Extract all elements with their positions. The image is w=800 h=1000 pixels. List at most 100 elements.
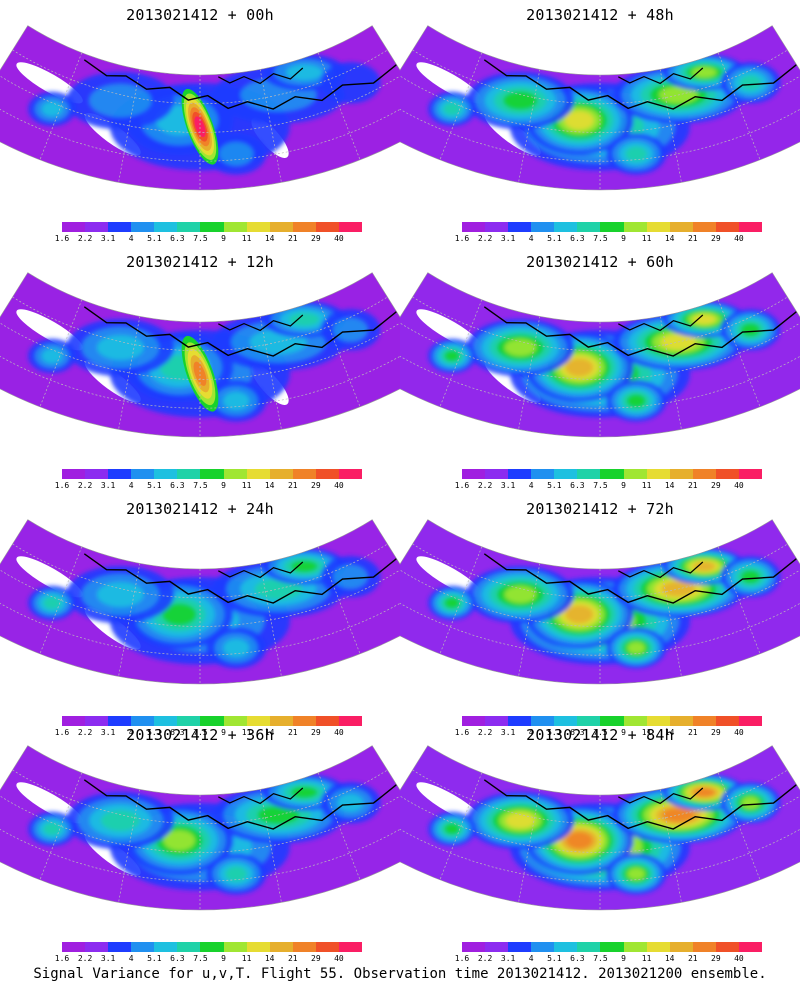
colorbar-tick-label: 40	[334, 481, 344, 490]
map-border	[400, 25, 800, 191]
variance-contour	[43, 822, 61, 836]
map-panel-72h: 2013021412 + 72h 1.6 2.2 3.1 4 5.1 6.3 7.5 9 11 1…	[400, 494, 800, 741]
colorbar-swatch	[508, 469, 532, 479]
colorbar-swatch	[623, 716, 647, 726]
colorbar-tick-label: 14	[264, 954, 275, 963]
meridian-line	[717, 299, 761, 407]
colorbar-tick-label: 5.1	[147, 481, 162, 490]
arctic-islands-coastline	[618, 787, 704, 805]
variance-contour	[162, 603, 197, 626]
colorbar-tick-label: 29	[311, 728, 321, 737]
colorbar-tick-label: 29	[711, 954, 721, 963]
map-border	[400, 519, 800, 685]
variance-contour	[503, 91, 538, 110]
colorbar-tick-label: 1.6	[454, 728, 470, 737]
colorbar-swatch	[531, 942, 555, 952]
variance-contour	[337, 793, 364, 812]
colorbar-tick-label: 9	[221, 728, 226, 737]
colorbar-tick-label: 7.5	[593, 954, 608, 963]
colorbar-swatch	[715, 716, 739, 726]
colorbar-swatch	[246, 942, 270, 952]
colorbar-tick-label: 11	[241, 728, 252, 737]
variance-contour	[691, 66, 717, 78]
parallel-line	[12, 49, 388, 105]
colorbar-swatch	[315, 469, 339, 479]
colorbar-tick-label: 5.1	[147, 234, 162, 243]
colorbar-swatch	[738, 942, 763, 952]
meridian-line	[439, 299, 483, 407]
colorbar-tick-label: 21	[687, 954, 698, 963]
map-border	[400, 272, 800, 438]
colorbar-swatch	[62, 469, 86, 479]
parallel-line	[12, 543, 388, 599]
colorbar-tick-label: 4	[128, 481, 134, 490]
variance-map	[0, 745, 400, 911]
meridian-line	[518, 69, 541, 183]
colorbar-swatch	[715, 942, 739, 952]
colorbar-tick-label: 4	[128, 728, 134, 737]
colorbar-labels: 1.6 2.2 3.1 4 5.1 6.3 7.5 9 11 14 21 29 40	[455, 954, 762, 964]
colorbar-swatch	[223, 469, 247, 479]
colorbar-swatch	[554, 942, 578, 952]
variance-contour	[692, 314, 716, 325]
colorbar-tick-label: 7.5	[193, 234, 208, 243]
colorbar-tick-label: 4	[528, 954, 534, 963]
parallel-line	[400, 345, 800, 409]
colorbar-tick-label: 40	[334, 728, 344, 737]
panel-title: 2013021412 + 48h	[526, 6, 674, 24]
colorbar-tick-label: 5.1	[547, 728, 562, 737]
meridian-line	[717, 52, 761, 160]
colorbar-swatch	[554, 716, 578, 726]
colorbar-swatch	[577, 469, 601, 479]
colorbar-tick-label: 14	[264, 481, 275, 490]
variance-contour	[565, 358, 594, 377]
colorbar-swatch	[738, 222, 763, 232]
colorbar-tick-label: 4	[528, 728, 534, 737]
arctic-islands-coastline	[618, 561, 704, 579]
parallel-line	[0, 345, 400, 409]
variance-map	[0, 25, 400, 191]
colorbar-tick-label: 21	[687, 234, 698, 243]
colorbar-tick-label: 1.6	[454, 481, 470, 490]
colorbar-swatch	[485, 716, 509, 726]
colorbar-swatch	[223, 716, 247, 726]
colorbar-swatch	[131, 942, 155, 952]
variance-contour	[739, 75, 762, 91]
panel-title: 2013021412 + 24h	[126, 500, 274, 518]
colorbar-swatch	[177, 222, 201, 232]
variance-contour	[740, 323, 761, 337]
variance-contour	[163, 830, 196, 851]
colorbar-tick-label: 3.1	[500, 728, 516, 737]
colorbar-swatch	[531, 716, 555, 726]
variance-contour	[693, 561, 716, 572]
parallel-line	[0, 98, 400, 162]
variance-contour	[627, 641, 645, 654]
coastline	[83, 553, 398, 604]
colorbar-swatch	[462, 942, 486, 952]
variance-contour	[741, 796, 760, 809]
colorbar-tick-label: 40	[334, 234, 344, 243]
meridian-line	[317, 546, 361, 654]
variance-contour	[505, 812, 536, 829]
variance-map	[0, 272, 400, 438]
no-data-region	[16, 309, 83, 351]
colorbar-tick-label: 6.3	[570, 234, 585, 243]
colorbar-labels: 1.6 2.2 3.1 4 5.1 6.3 7.5 9 11 14 21 29 40	[55, 234, 362, 244]
colorbar-tick-label: 6.3	[570, 728, 585, 737]
colorbar-labels: 1.6 2.2 3.1 4 5.1 6.3 7.5 9 11 14 21 29 40	[455, 234, 762, 244]
colorbar-swatch	[508, 716, 532, 726]
variance-map	[400, 519, 800, 685]
colorbar-tick-label: 2.2	[477, 954, 493, 963]
panel-title: 2013021412 + 12h	[126, 253, 274, 271]
map-panel-12h: 2013021412 + 12h 1.6 2.2 3.1 4 5.1 6.3 7.5 9 11 1…	[0, 247, 400, 494]
meridian-line	[317, 772, 361, 880]
colorbar	[462, 222, 763, 232]
parallel-line	[412, 769, 788, 825]
map-panel-60h: 2013021412 + 60h 1.6 2.2 3.1 4 5.1 6.3 7.5 9 11 1…	[400, 247, 800, 494]
colorbar-swatch	[85, 469, 109, 479]
arctic-islands-coastline	[618, 67, 704, 85]
colorbar-swatch	[154, 716, 178, 726]
meridian-line	[717, 772, 761, 880]
colorbar-swatch	[554, 222, 578, 232]
colorbar-tick-label: 1.6	[54, 728, 70, 737]
